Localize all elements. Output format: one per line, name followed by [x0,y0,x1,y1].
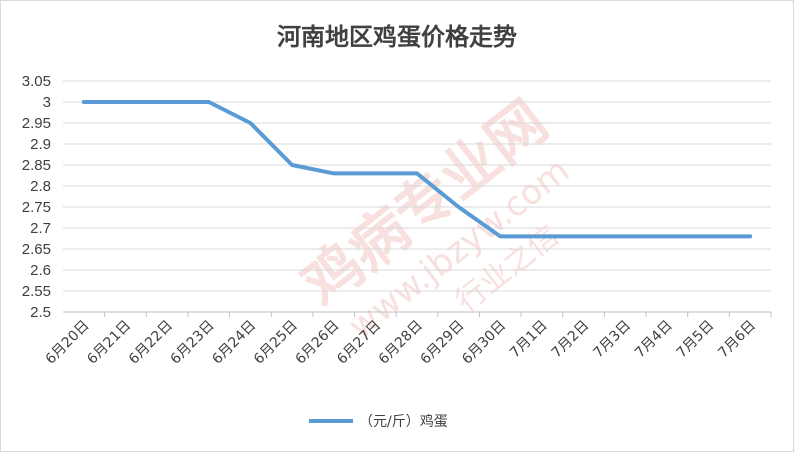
y-tick-label: 2.75 [22,199,51,216]
x-tick-label: 6月23日 [168,318,218,368]
chart-title: 河南地区鸡蛋价格走势 [277,23,517,51]
y-tick-label: 2.9 [30,136,51,153]
series-layer [81,100,753,239]
x-tick-label: 6月22日 [126,318,176,368]
x-tick-label: 6月29日 [417,318,467,368]
legend: （元/斤）鸡蛋 [309,413,448,430]
x-tick-label: 6月24日 [209,318,259,368]
y-tick-label: 2.8 [30,178,51,195]
x-tick-label: 6月20日 [43,318,93,368]
y-tick-label: 2.6 [30,262,51,279]
x-tick-label: 6月30日 [459,318,509,368]
y-tick-label: 2.7 [30,220,51,237]
x-tick-label: 7月3日 [590,318,634,362]
x-tick-label: 7月6日 [715,318,759,362]
x-tick-label: 7月1日 [507,318,551,362]
x-tick-label: 7月4日 [632,318,676,362]
x-tick-label: 7月5日 [674,318,718,362]
legend-label: （元/斤）鸡蛋 [359,413,448,430]
y-tick-label: 2.65 [22,241,51,258]
y-tick-label: 3 [43,94,51,111]
y-axis: 3.05 3 2.95 2.9 2.85 2.8 2.75 2.7 2.65 2.6 2.55 2.5 [22,73,51,321]
y-tick-label: 2.5 [30,304,51,321]
x-axis: 6月20日6月21日6月22日6月23日6月24日6月25日6月26日6月27日… [43,312,772,368]
y-tick-label: 2.95 [22,115,51,132]
x-tick-label: 6月26日 [293,318,343,368]
y-tick-label: 2.85 [22,157,51,174]
x-tick-label: 6月25日 [251,318,301,368]
y-tick-label: 2.55 [22,283,51,300]
x-tick-label: 7月2日 [549,318,593,362]
y-tick-label: 3.05 [22,73,51,90]
x-tick-label: 6月21日 [84,318,134,368]
